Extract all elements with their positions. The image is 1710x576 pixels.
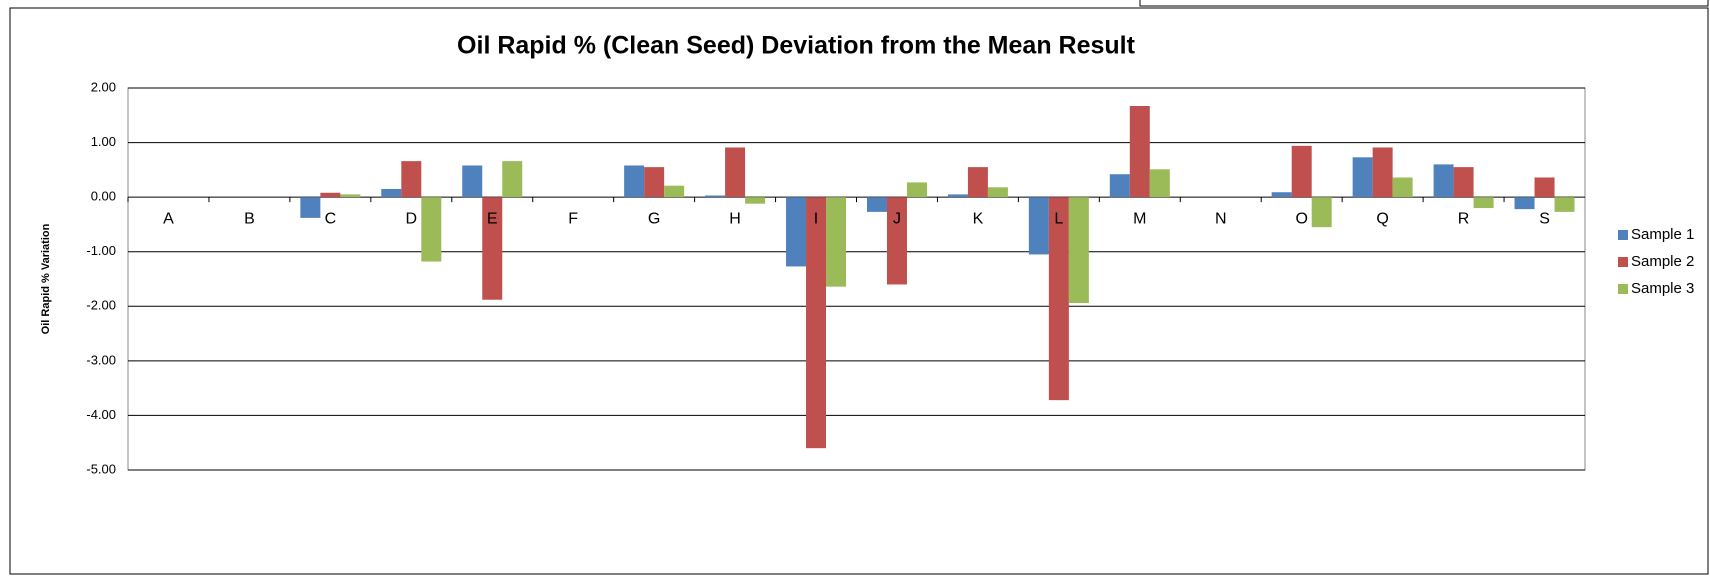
bar	[644, 167, 665, 198]
y-tick-label: -3.00	[86, 352, 116, 367]
bar	[967, 167, 988, 198]
bar	[1291, 145, 1312, 198]
x-tick-label: N	[1215, 210, 1227, 227]
x-tick-label: Q	[1376, 210, 1388, 227]
bar	[421, 197, 442, 262]
legend-label: Sample 3	[1631, 280, 1694, 297]
bar	[826, 197, 847, 287]
x-tick-label: O	[1295, 210, 1307, 227]
bar	[1534, 177, 1555, 198]
bar	[482, 197, 503, 300]
x-tick-label: J	[893, 210, 901, 227]
x-tick-label: B	[244, 210, 255, 227]
x-tick-label: I	[814, 210, 818, 227]
bar	[987, 187, 1008, 198]
bar	[947, 194, 968, 198]
legend-swatch	[1618, 230, 1628, 240]
legend-swatch	[1618, 257, 1628, 267]
bar	[786, 197, 807, 267]
bar	[462, 165, 483, 198]
bar	[705, 195, 726, 198]
x-tick-label: D	[406, 210, 418, 227]
bar	[340, 194, 361, 198]
bar	[1068, 197, 1089, 304]
x-tick-label: C	[325, 210, 337, 227]
bar	[1392, 177, 1413, 198]
bar	[1271, 192, 1292, 198]
x-tick-label: A	[163, 210, 174, 227]
bar	[1433, 164, 1454, 198]
y-axis-title: Oil Rapid % Variation	[40, 223, 52, 334]
bar	[1352, 157, 1373, 198]
bar	[320, 192, 341, 198]
bar	[300, 197, 321, 218]
x-tick-label: R	[1458, 210, 1470, 227]
y-tick-label: 2.00	[91, 79, 116, 94]
x-tick-label: F	[568, 210, 578, 227]
chart-title: Oil Rapid % (Clean Seed) Deviation from …	[457, 32, 1136, 60]
bar	[1554, 197, 1575, 212]
bar	[745, 197, 766, 204]
bar	[381, 188, 402, 198]
legend-label: Sample 2	[1631, 253, 1694, 270]
bar	[664, 185, 685, 198]
bar	[502, 161, 523, 198]
legend-label: Sample 1	[1631, 226, 1694, 243]
bar	[1514, 197, 1535, 210]
bar	[1028, 197, 1049, 255]
bar	[1311, 197, 1332, 228]
x-tick-label: K	[973, 210, 984, 227]
bar	[725, 147, 746, 198]
bar	[1109, 174, 1130, 198]
bar	[1372, 147, 1393, 198]
y-tick-label: -4.00	[86, 407, 116, 422]
x-tick-label: E	[487, 210, 498, 227]
bar	[806, 197, 827, 449]
bar	[906, 182, 927, 198]
y-tick-label: -1.00	[86, 243, 116, 258]
x-tick-label: M	[1133, 210, 1146, 227]
y-tick-label: -2.00	[86, 298, 116, 313]
chart-frame	[9, 7, 1709, 575]
bar	[1473, 197, 1494, 209]
bar	[401, 161, 422, 198]
legend-swatch	[1618, 284, 1628, 294]
x-tick-label: L	[1054, 210, 1063, 227]
x-tick-label: H	[729, 210, 741, 227]
bar	[886, 197, 907, 285]
y-tick-label: 1.00	[91, 134, 116, 149]
x-tick-label: S	[1539, 210, 1550, 227]
bar	[1149, 169, 1170, 198]
bar	[1453, 167, 1474, 198]
y-tick-label: -5.00	[86, 461, 116, 476]
bar	[1129, 106, 1150, 198]
x-tick-label: G	[648, 210, 660, 227]
adjacent-box	[1139, 0, 1709, 7]
bar	[624, 165, 645, 198]
bar	[1048, 197, 1069, 401]
y-tick-label: 0.00	[91, 189, 116, 204]
bar	[866, 197, 887, 212]
